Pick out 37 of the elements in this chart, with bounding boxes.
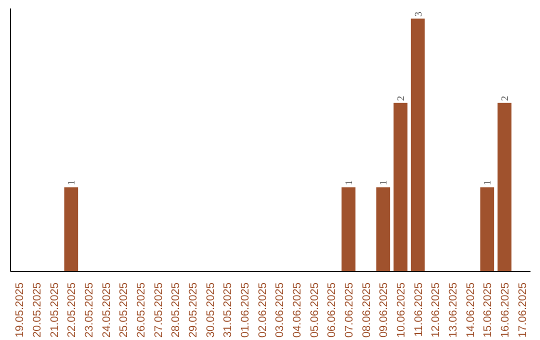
data-label: 2 bbox=[500, 96, 511, 101]
x-tick-label: 02.06.2025 bbox=[256, 282, 269, 338]
x-tick-label: 07.06.2025 bbox=[344, 282, 356, 338]
x-tick-label: 20.05.2025 bbox=[32, 282, 44, 338]
data-label: 2 bbox=[396, 96, 407, 101]
x-tick-label: 27.05.2025 bbox=[152, 282, 165, 338]
x-tick-label: 26.05.2025 bbox=[136, 282, 148, 338]
x-tick-label: 31.05.2025 bbox=[222, 282, 234, 338]
x-tick-label: 23.05.2025 bbox=[84, 282, 96, 338]
data-label: 1 bbox=[482, 180, 494, 186]
x-tick-label: 24.05.2025 bbox=[100, 282, 113, 338]
x-tick-label: 04.06.2025 bbox=[292, 282, 304, 338]
x-tick-label: 10.06.2025 bbox=[396, 282, 408, 338]
x-tick-label: 06.06.2025 bbox=[326, 282, 338, 338]
x-tick-label: 15.06.2025 bbox=[482, 282, 494, 338]
x-tick-label: 03.06.2025 bbox=[274, 282, 286, 338]
x-tick-label: 12.06.2025 bbox=[430, 282, 442, 338]
x-tick-label: 09.06.2025 bbox=[378, 282, 390, 338]
x-tick-label: 19.05.2025 bbox=[14, 282, 26, 338]
data-label: 3 bbox=[413, 12, 424, 17]
x-tick-label: 22.05.2025 bbox=[66, 282, 78, 338]
x-tick-label: 29.05.2025 bbox=[188, 282, 200, 338]
x-tick-label: 30.05.2025 bbox=[204, 282, 217, 338]
x-tick-label: 11.06.2025 bbox=[412, 282, 425, 337]
x-tick-label: 13.06.2025 bbox=[448, 282, 460, 338]
x-tick-label: 14.06.2025 bbox=[464, 282, 477, 338]
x-tick-label: 25.05.2025 bbox=[118, 282, 130, 338]
data-label: 1 bbox=[66, 180, 78, 186]
x-tick-label: 08.06.2025 bbox=[360, 282, 373, 338]
x-tick-label: 16.06.2025 bbox=[500, 282, 512, 338]
x-tick-label: 01.06.2025 bbox=[240, 282, 252, 338]
x-tick-label: 05.06.2025 bbox=[308, 282, 321, 338]
data-label: 1 bbox=[344, 180, 355, 186]
data-label: 1 bbox=[378, 180, 390, 186]
x-tick-label: 17.06.2025 bbox=[516, 282, 529, 338]
x-tick-label: 21.05.2025 bbox=[48, 282, 61, 338]
x-tick-label: 28.05.2025 bbox=[170, 282, 182, 338]
